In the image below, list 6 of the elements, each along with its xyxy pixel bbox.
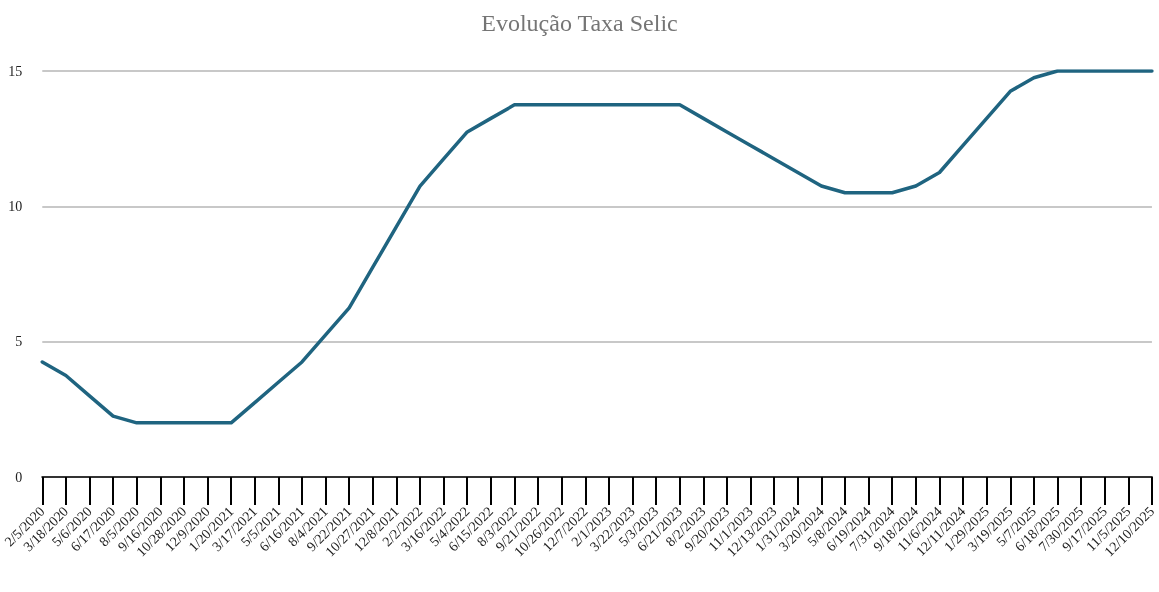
chart-title: Evolução Taxa Selic	[481, 10, 678, 36]
y-tick-label: 10	[8, 198, 23, 214]
y-tick-label: 15	[8, 63, 23, 79]
y-tick-label: 5	[15, 334, 23, 350]
y-tick-label: 0	[15, 469, 23, 485]
line-series	[40, 69, 1154, 425]
